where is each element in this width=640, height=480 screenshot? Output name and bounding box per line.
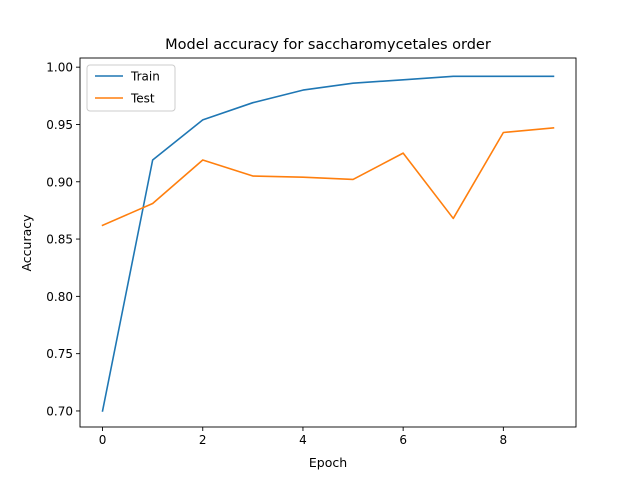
y-tick-label: 0.75 [46,347,73,361]
x-tick-label: 0 [99,433,107,447]
plot-area: 0 2 4 6 8 0.70 0.75 0.80 0.85 0.90 0.95 1.00 Train Te… [46,57,577,447]
y-tick-label: 1.00 [46,61,73,75]
axes-frame [79,57,577,428]
y-axis-label: Accuracy [19,214,34,272]
series-line-train [101,75,555,412]
legend-label-train: Train [130,70,160,84]
legend: Train Test [86,64,176,112]
y-tick-label: 0.85 [46,233,73,247]
x-tick-label: 8 [500,433,508,447]
x-axis-label: Epoch [309,455,347,470]
y-tick-label: 0.95 [46,118,73,132]
chart-title: Model accuracy for saccharomycetales ord… [165,37,491,53]
legend-label-test: Test [130,92,155,106]
x-tick-label: 4 [299,433,307,447]
series-line-test [101,127,555,227]
y-tick-label: 0.90 [46,175,73,189]
x-tick-label: 2 [199,433,207,447]
y-tick-label: 0.70 [46,404,73,418]
x-tick-label: 6 [399,433,407,447]
y-tick-label: 0.80 [46,290,73,304]
